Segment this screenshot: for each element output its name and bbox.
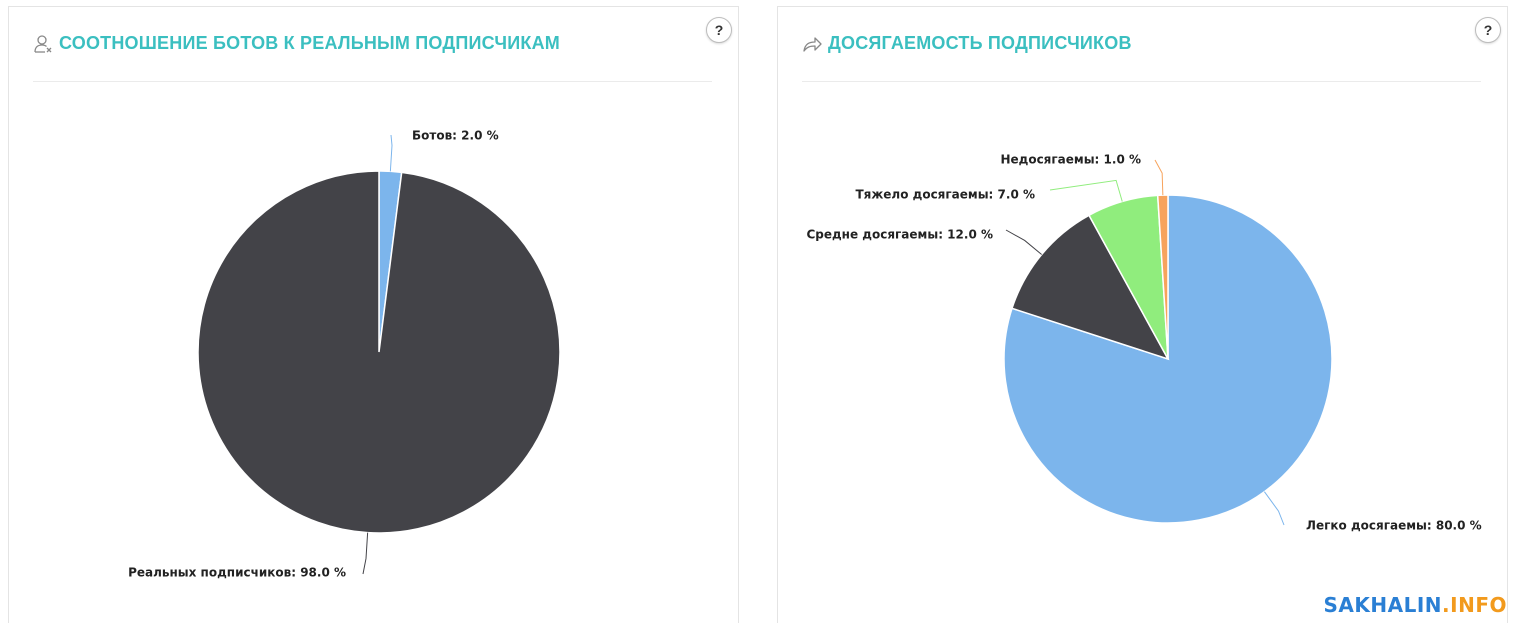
watermark-logo: SAKHALIN.INFO (1324, 593, 1507, 617)
pie-data-label: Легко досягаемы: 80.0 % (1306, 519, 1482, 533)
panel-header: СООТНОШЕНИЕ БОТОВ К РЕАЛЬНЫМ ПОДПИСЧИКАМ (33, 33, 560, 54)
help-button[interactable]: ? (1475, 17, 1501, 43)
help-button[interactable]: ? (706, 17, 732, 43)
pie-connector (362, 532, 369, 575)
panel-reach: ДОСЯГАЕМОСТЬ ПОДПИСЧИКОВ ? Легко досягае… (777, 6, 1508, 623)
panel-bots-ratio: СООТНОШЕНИЕ БОТОВ К РЕАЛЬНЫМ ПОДПИСЧИКАМ… (8, 6, 739, 623)
pie-slice[interactable] (1156, 194, 1169, 360)
reach-pie-chart: Легко досягаемы: 80.0 % Средне досягаемы:… (806, 153, 1482, 533)
panel-header: ДОСЯГАЕМОСТЬ ПОДПИСЧИКОВ (802, 33, 1132, 54)
share-arrow-icon (802, 34, 822, 54)
pie-data-label: Недосягаемы: 1.0 % (1000, 153, 1141, 167)
pie-connector (389, 134, 393, 172)
pie-connector (1005, 229, 1042, 255)
pie-data-label: Реальных подписчиков: 98.0 % (128, 566, 346, 580)
pie-data-label: Ботов: 2.0 % (412, 129, 499, 143)
pie-slice[interactable] (1011, 214, 1170, 361)
bots-pie-chart: Ботов: 2.0 % Реальных подписчиков: 98.0 % (128, 129, 561, 580)
panel-title: СООТНОШЕНИЕ БОТОВ К РЕАЛЬНЫМ ПОДПИСЧИКАМ (59, 33, 560, 53)
divider (33, 81, 712, 82)
pie-connector (1263, 491, 1285, 526)
pie-connector (1154, 159, 1164, 196)
panel-title: ДОСЯГАЕМОСТЬ ПОДПИСЧИКОВ (828, 33, 1132, 53)
pie-data-label: Средне досягаемы: 12.0 % (806, 228, 993, 242)
watermark-part2: .INFO (1442, 593, 1507, 617)
pie-slice[interactable] (197, 170, 561, 534)
watermark-part1: SAKHALIN (1323, 593, 1443, 617)
user-x-icon (33, 34, 53, 54)
pie-data-label: Тяжело досягаемы: 7.0 % (855, 188, 1035, 202)
pie-connector (1049, 179, 1123, 202)
divider (802, 81, 1481, 82)
